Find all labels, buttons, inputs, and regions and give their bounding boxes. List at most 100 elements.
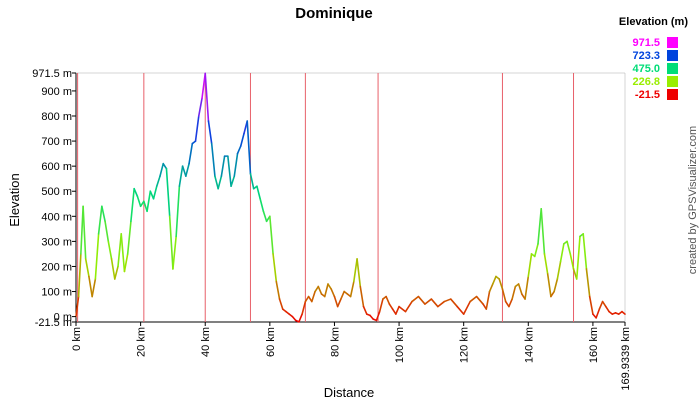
profile-segment (301, 300, 307, 315)
profile-segment (117, 233, 123, 268)
legend-label: -21.5 (635, 89, 660, 101)
profile-segment (527, 253, 533, 278)
profile-segment (340, 290, 345, 300)
profile-segment (336, 298, 342, 308)
profile-segment (333, 295, 339, 308)
y-axis-ticks: 971.5 m 900 m 800 m 700 m 600 m 500 m 400 m 300… (32, 68, 76, 329)
profile-segment (272, 253, 278, 283)
profile-segment (369, 314, 375, 320)
profile-segment (101, 205, 106, 223)
profile-segment (113, 265, 119, 280)
profile-segment (246, 120, 252, 175)
profile-segment (533, 243, 539, 258)
profile-segment (165, 167, 171, 218)
profile-segment (511, 285, 517, 300)
profile-segment (159, 162, 165, 177)
profile-segment (540, 207, 546, 255)
y-tick-label: 0 m (54, 312, 72, 324)
profile-segment (291, 315, 297, 322)
profile-segment (152, 185, 158, 200)
profile-segment (375, 310, 381, 322)
profile-segment (553, 278, 559, 293)
profile-segment (136, 195, 142, 208)
profile-segment (262, 210, 268, 223)
profile-segment (398, 305, 407, 313)
x-axis-ticks: 0 km 20 km 40 km 60 km 80 km 100 km 120 km 140 … (71, 322, 632, 391)
profile-segment (385, 295, 391, 305)
profile-segment (595, 308, 601, 319)
profile-segment (77, 253, 82, 298)
x-tick-label: 140 km (523, 327, 535, 363)
profile-segment (314, 285, 320, 293)
profile-segment (362, 305, 368, 315)
profile-segment (585, 268, 591, 298)
profile-segment (172, 235, 177, 270)
x-tick-label: 100 km (394, 327, 406, 363)
profile-segment (443, 298, 452, 303)
profile-segment (437, 300, 446, 308)
profile-segment (517, 283, 523, 295)
profile-segment (598, 300, 604, 310)
profile-segment (197, 97, 203, 117)
profile-segment (130, 187, 135, 223)
profile-segment (104, 220, 110, 243)
segment-markers (77, 73, 575, 322)
profile-segment (204, 72, 210, 122)
profile-segment (304, 295, 310, 303)
profile-segment (230, 175, 236, 188)
profile-segment (359, 285, 365, 308)
profile-segment (123, 253, 129, 273)
profile-segment (404, 300, 413, 313)
legend-label: 723.3 (632, 50, 660, 62)
legend-title: Elevation (m) (619, 16, 688, 28)
profile-segment (323, 283, 329, 298)
x-tick-label: 40 km (200, 327, 212, 357)
x-tick-label: 20 km (136, 327, 148, 357)
profile-segment (207, 120, 213, 145)
x-axis-label: Distance (324, 385, 375, 400)
chart-title: Dominique (295, 5, 373, 22)
profile-segment (91, 278, 97, 298)
profile-segment (217, 175, 223, 190)
profile-segment (178, 165, 184, 188)
x-tick-label: 160 km (588, 327, 600, 363)
profile-segment (353, 258, 358, 283)
y-tick-label: -21.5 m (35, 317, 72, 329)
profile-segment (550, 290, 555, 298)
profile-segment (524, 275, 530, 300)
x-tick-label: 120 km (459, 327, 471, 363)
profile-segment (449, 298, 459, 308)
profile-segment (317, 285, 323, 295)
profile-segment (298, 313, 303, 323)
profile-segment (569, 253, 575, 270)
profile-segment (259, 197, 265, 213)
profile-segment (249, 172, 255, 190)
y-tick-label: 500 m (41, 186, 72, 198)
y-tick-label: 800 m (41, 111, 72, 123)
profile-segment (504, 300, 510, 308)
profile-segment (227, 155, 232, 188)
y-tick-label: 400 m (41, 211, 72, 223)
profile-segment (537, 207, 543, 245)
legend-swatch (667, 63, 678, 74)
profile-segment (327, 283, 333, 290)
profile-segment (605, 305, 610, 313)
profile-segment (378, 298, 384, 313)
credit-text: created by GPSVisualizer.com (687, 126, 699, 274)
profile-segment (120, 233, 126, 273)
profile-segment (621, 310, 626, 315)
profile-segment (210, 142, 216, 177)
profile-segment (601, 300, 607, 308)
profile-segment (430, 298, 439, 308)
profile-segment (214, 175, 219, 190)
profile-segment (395, 305, 400, 315)
profile-segment (417, 295, 426, 305)
profile-segment (110, 258, 116, 280)
profile-segment (162, 162, 168, 170)
legend-label: 475.0 (632, 63, 660, 75)
profile-segment (236, 145, 242, 155)
profile-segment (491, 275, 497, 285)
legend-swatch (667, 76, 678, 87)
